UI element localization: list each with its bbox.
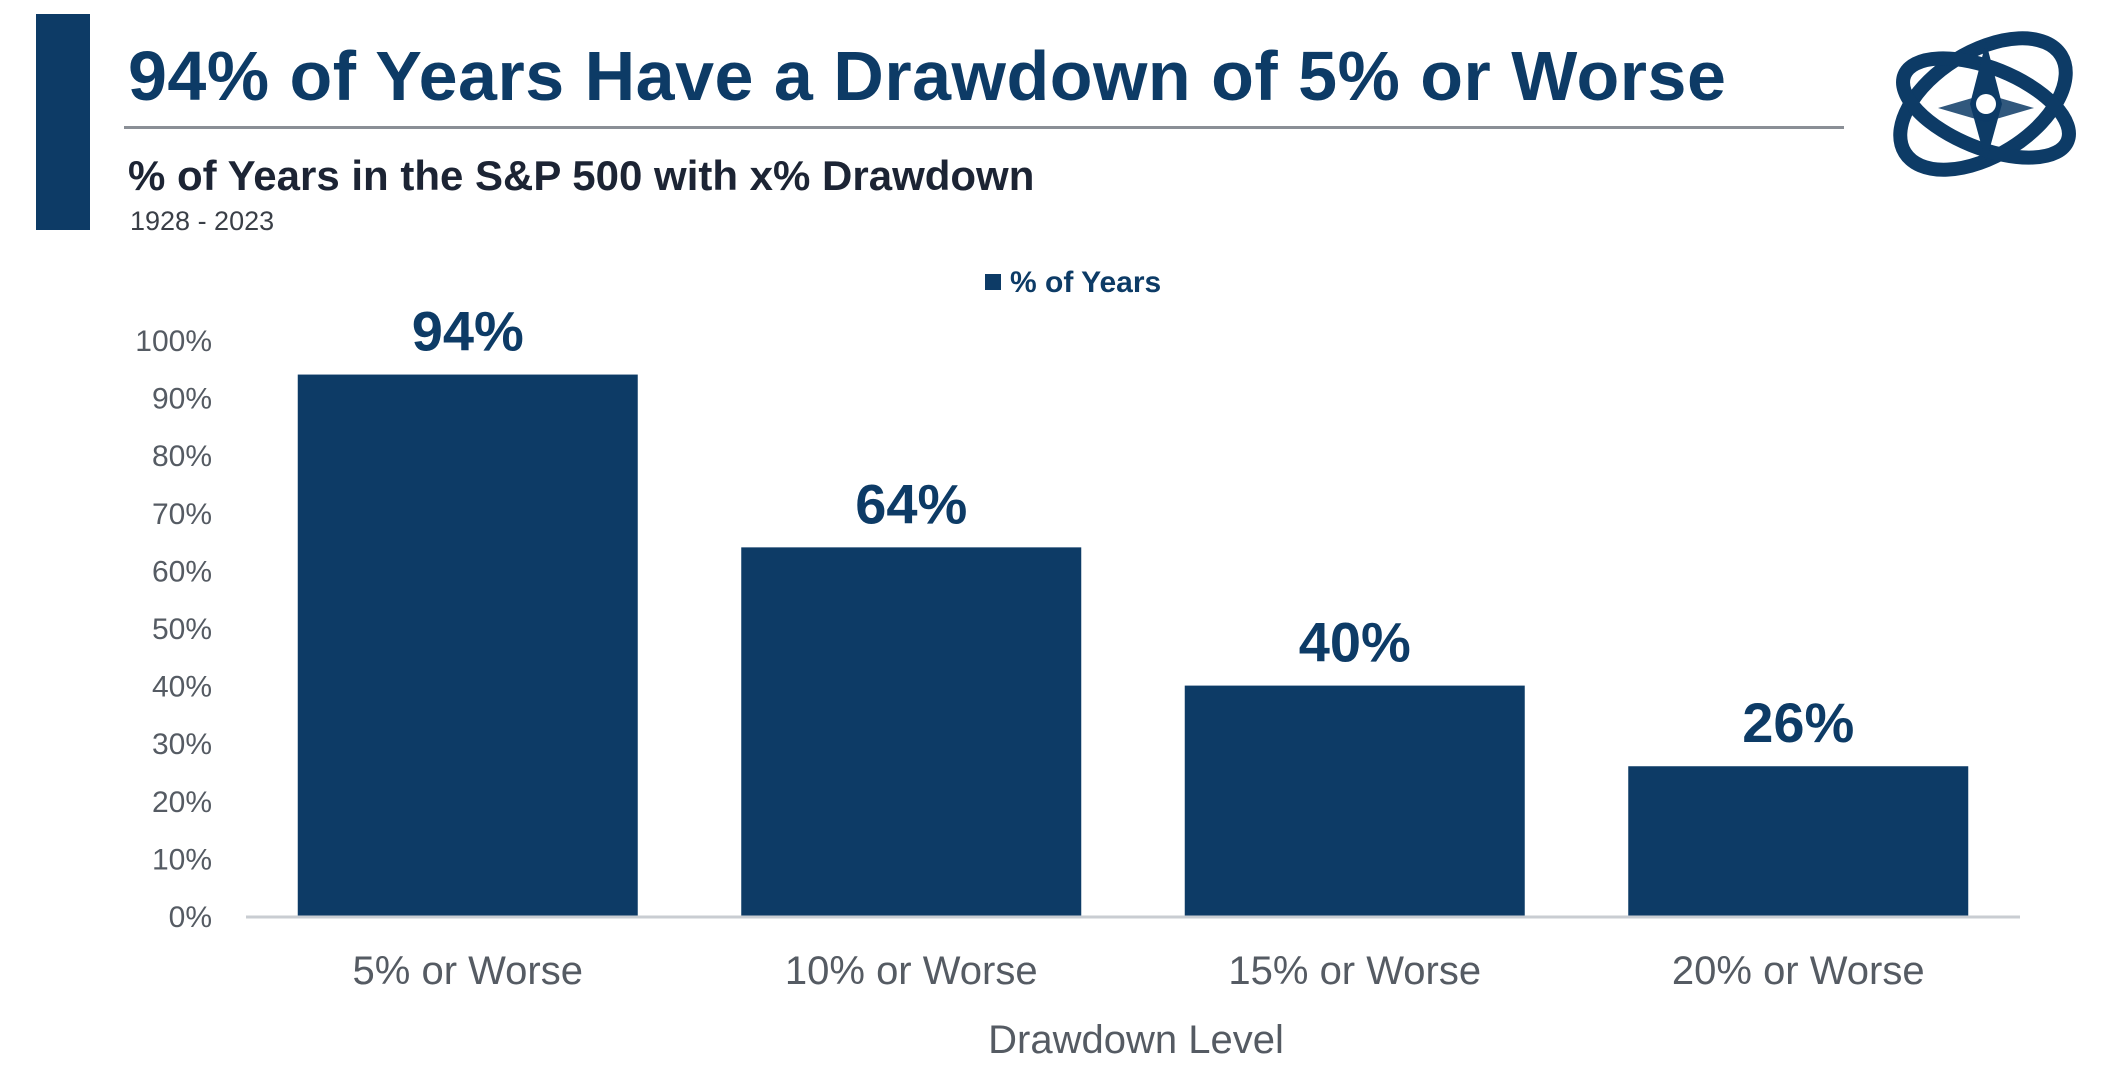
y-tick-label: 10% <box>152 843 212 876</box>
bar <box>1628 766 1969 916</box>
y-tick-label: 80% <box>152 440 212 473</box>
x-tick-label: 10% or Worse <box>785 949 1038 993</box>
y-tick-label: 50% <box>152 613 212 646</box>
y-tick-label: 30% <box>152 728 212 761</box>
bar-series <box>297 374 1969 916</box>
y-tick-label: 20% <box>152 786 212 819</box>
y-tick-label: 100% <box>135 325 212 358</box>
y-tick-label: 90% <box>152 383 212 416</box>
x-axis-ticks: 5% or Worse 10% or Worse 15% or Worse 20% o… <box>353 949 1925 993</box>
y-tick-label: 60% <box>152 555 212 588</box>
legend-label: % of Years <box>1010 266 1161 299</box>
y-tick-label: 70% <box>152 498 212 531</box>
legend-swatch <box>985 274 1001 290</box>
y-axis-ticks: 0% 10% 20% 30% 40% 50% 60% 70% 80% 90% 100% <box>135 325 212 934</box>
y-tick-label: 40% <box>152 671 212 704</box>
accent-bar <box>36 14 90 230</box>
chart-subtitle: % of Years in the S&P 500 with x% Drawdo… <box>128 152 1035 199</box>
x-tick-label: 20% or Worse <box>1672 949 1925 993</box>
y-tick-label: 0% <box>169 901 212 934</box>
bar <box>1184 685 1525 916</box>
title-divider <box>124 126 1844 129</box>
data-label: 94% <box>412 300 524 363</box>
bar <box>297 374 638 916</box>
data-labels: 94% 64% 40% 26% <box>412 300 1855 755</box>
compass-globe-logo-icon <box>1893 31 2076 177</box>
data-label: 40% <box>1299 611 1411 674</box>
bar <box>741 547 1082 916</box>
data-label: 26% <box>1742 691 1854 754</box>
legend: % of Years <box>985 266 1161 299</box>
chart-period: 1928 - 2023 <box>130 206 275 236</box>
chart-title: 94% of Years Have a Drawdown of 5% or Wo… <box>128 37 1727 115</box>
x-tick-label: 5% or Worse <box>353 949 583 993</box>
x-axis-label: Drawdown Level <box>988 1018 1284 1062</box>
data-label: 64% <box>855 472 967 535</box>
x-tick-label: 15% or Worse <box>1228 949 1481 993</box>
